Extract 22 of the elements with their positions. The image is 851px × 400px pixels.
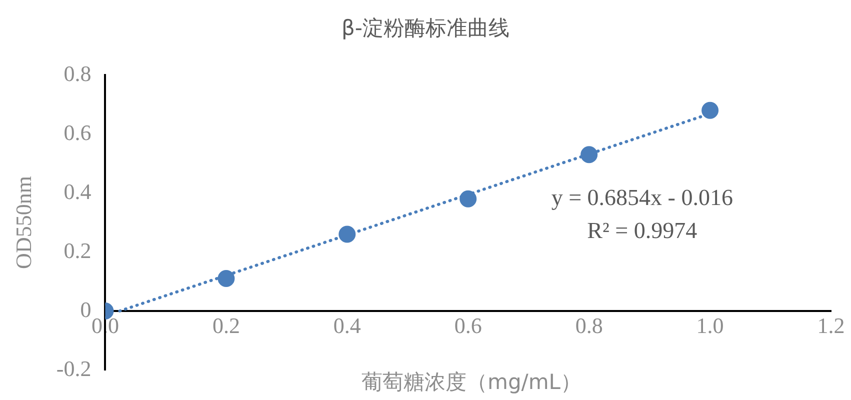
- point: [338, 226, 356, 243]
- chart-title: β-淀粉酶标准曲线: [340, 15, 510, 42]
- x-axis-title: 葡萄糖浓度（mg/mL）: [360, 369, 583, 396]
- point: [702, 102, 719, 119]
- annotation: y = 0.6854x - 0.016: [551, 185, 733, 210]
- y-tick-label: 0.8: [64, 60, 92, 86]
- point: [218, 270, 235, 288]
- x-tick-label: 0.2: [212, 312, 240, 338]
- x-tick-label: 1.0: [696, 312, 724, 338]
- x-tick-label: 0.8: [575, 312, 603, 338]
- annotation: R² = 0.9974: [587, 218, 698, 243]
- point: [460, 190, 477, 208]
- y-tick-label: 0.2: [64, 238, 92, 263]
- y-tick-label: 0.4: [64, 178, 92, 204]
- x-tick-label: 0.6: [454, 312, 482, 338]
- x-tick-label: 1.2: [817, 312, 845, 338]
- y-tick-label: -0.2: [56, 356, 92, 381]
- x-tick-label: 0.4: [333, 312, 361, 338]
- y-tick-label: 0: [80, 296, 92, 322]
- y-tick-label: 0.6: [64, 120, 92, 145]
- y-axis-title: OD550nm: [10, 176, 36, 269]
- point: [580, 146, 598, 164]
